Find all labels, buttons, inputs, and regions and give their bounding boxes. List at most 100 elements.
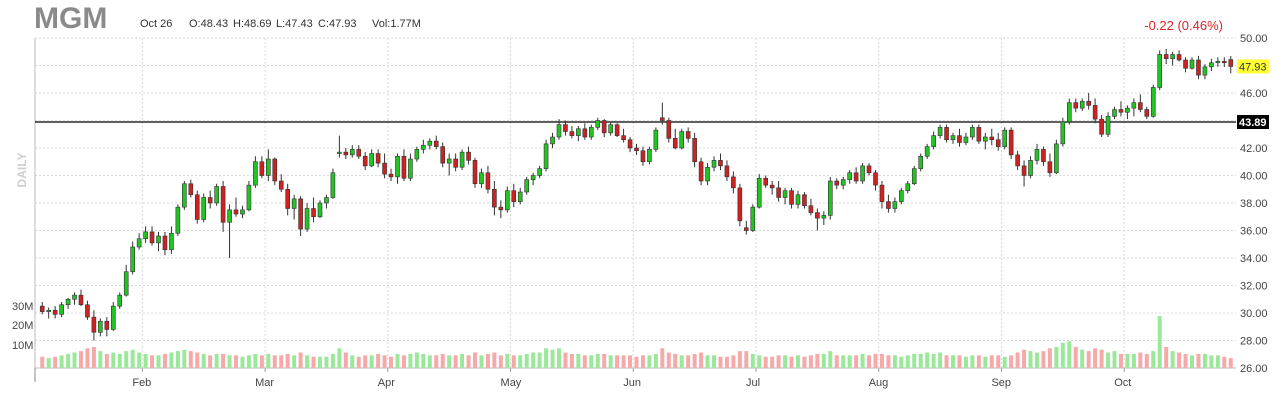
volume-bar: [724, 356, 729, 368]
y-tick-label: 38.00: [1240, 198, 1268, 210]
volume-bar: [879, 353, 884, 368]
volume-bar: [292, 355, 297, 368]
candle-body: [1086, 100, 1091, 106]
volume-bar: [124, 351, 129, 368]
candle-body: [266, 158, 271, 176]
volume-bar: [718, 356, 723, 368]
volume-bar: [1177, 352, 1182, 368]
candle-body: [1066, 102, 1072, 123]
volume-bar: [925, 352, 930, 368]
candle-body: [924, 146, 930, 157]
candle-body: [537, 168, 542, 176]
candle-body: [149, 231, 155, 244]
candle-body: [556, 124, 562, 138]
volume-bar: [628, 355, 633, 368]
candle-body: [601, 120, 607, 134]
volume-bar: [550, 349, 555, 368]
month-label: Jul: [746, 377, 760, 389]
y-tick-label: 46.00: [1240, 88, 1268, 100]
candle-body: [46, 309, 51, 312]
volume-bar: [1170, 351, 1175, 368]
volume-bar: [905, 355, 910, 368]
candle-body: [963, 136, 969, 143]
candle-body: [511, 190, 517, 202]
volume-bar: [221, 353, 226, 368]
candle-body: [653, 129, 659, 150]
volume-bar: [1034, 352, 1039, 368]
candle-body: [1183, 59, 1188, 69]
volume-bar: [957, 355, 962, 368]
candle-body: [737, 187, 743, 222]
volume-bar: [1047, 348, 1052, 368]
volume-bar: [757, 355, 762, 368]
last-price-tag: [1237, 59, 1269, 74]
candle-body: [795, 194, 801, 205]
volume-bar: [1222, 356, 1227, 368]
volume-bar: [589, 355, 594, 368]
candle-body: [330, 172, 336, 198]
candle-body: [1054, 143, 1059, 174]
header-low: L:47.43: [276, 18, 313, 30]
candle-body: [879, 184, 885, 202]
volume-bar: [298, 352, 303, 368]
candle-body: [123, 271, 129, 296]
volume-bar: [595, 353, 600, 368]
candle-body: [324, 197, 329, 204]
candle-body: [414, 149, 420, 160]
candle-body: [440, 146, 446, 164]
candle-body: [285, 188, 290, 209]
volume-bar: [963, 356, 968, 368]
candle-body: [672, 138, 678, 149]
volume-bar: [279, 355, 284, 368]
candle-body: [970, 127, 975, 138]
candle-body: [621, 135, 626, 141]
volume-bar: [317, 356, 322, 368]
volume-bar: [117, 353, 122, 368]
y-tick-label: 42.00: [1240, 143, 1268, 155]
candle-body: [1196, 59, 1201, 76]
volume-bar: [473, 352, 478, 368]
volume-bar: [1093, 348, 1098, 368]
candle-body: [853, 172, 859, 182]
volume-bar: [175, 351, 180, 368]
candle-body: [944, 127, 949, 141]
candle-body: [1021, 165, 1027, 176]
volume-bar: [389, 356, 394, 368]
candle-body: [369, 153, 374, 167]
candle-body: [298, 198, 303, 230]
volume-bar: [847, 355, 852, 368]
volume-bar: [983, 356, 988, 368]
volume-bar: [634, 356, 639, 368]
volume-bar: [1209, 355, 1214, 368]
volume-bar: [686, 355, 691, 368]
candle-body: [272, 158, 278, 182]
candle-body: [1209, 62, 1214, 68]
volume-bar: [647, 355, 652, 368]
volume-bar: [85, 348, 90, 368]
candle-body: [524, 179, 529, 193]
volume-bar: [699, 352, 704, 368]
candle-body: [588, 127, 594, 138]
candle-body: [550, 136, 555, 145]
candle-body: [983, 136, 988, 142]
candle-body: [1215, 61, 1221, 64]
candle-body: [156, 235, 161, 244]
volume-bar: [382, 355, 387, 368]
y-tick-label: 28.00: [1240, 336, 1268, 348]
last-price-label: 47.93: [1239, 61, 1267, 73]
volume-bar: [873, 353, 878, 368]
volume-bar: [899, 356, 904, 368]
candle-body: [52, 309, 58, 315]
volume-bar: [679, 355, 684, 368]
y-tick-label: 40.00: [1240, 171, 1268, 183]
candle-body: [91, 316, 97, 333]
volume-bar: [524, 353, 529, 368]
volume-tick-label: 20M: [12, 320, 33, 332]
candle-body: [175, 206, 181, 234]
volume-bar: [951, 355, 956, 368]
y-axis-label: DAILY: [15, 153, 29, 188]
candle-body: [479, 172, 484, 185]
month-label: Sep: [991, 377, 1011, 389]
candle-body: [207, 197, 213, 204]
candle-body: [685, 131, 691, 139]
